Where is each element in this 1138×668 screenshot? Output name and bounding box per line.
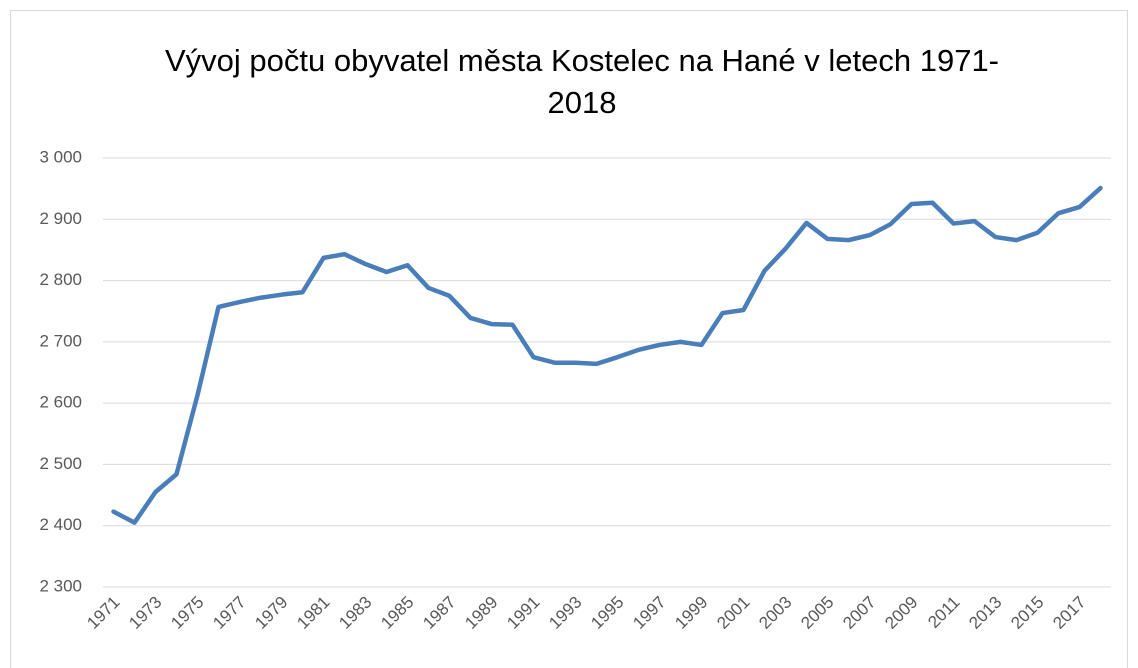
y-tick-label: 2 400 [39, 515, 82, 534]
y-tick-label: 3 000 [39, 147, 82, 166]
x-tick-label: 1997 [629, 593, 669, 633]
x-tick-label: 1999 [671, 593, 711, 633]
x-tick-label: 1987 [419, 593, 459, 633]
y-tick-label: 2 700 [39, 331, 82, 350]
data-line [111, 185, 1103, 525]
x-tick-label: 2009 [881, 593, 921, 633]
x-tick-label: 2013 [965, 593, 1005, 633]
y-tick-label: 2 600 [39, 393, 82, 412]
x-tick-label: 1985 [377, 593, 417, 633]
x-tick-label: 2015 [1007, 593, 1047, 633]
x-tick-label: 1989 [461, 593, 501, 633]
y-tick-label: 2 500 [39, 454, 82, 473]
y-tick-label: 2 900 [39, 209, 82, 228]
x-tick-label: 1979 [251, 593, 291, 633]
x-tick-label: 1981 [293, 593, 333, 633]
y-tick-label: 2 300 [39, 576, 82, 595]
x-tick-label: 1973 [125, 593, 165, 633]
y-tick-label: 2 800 [39, 270, 82, 289]
x-tick-label: 1983 [335, 593, 375, 633]
x-tick-label: 1991 [503, 593, 543, 633]
x-tick-label: 1993 [545, 593, 585, 633]
x-tick-label: 2005 [797, 593, 837, 633]
x-tick-label: 2001 [713, 593, 753, 633]
x-tick-label: 2017 [1049, 593, 1089, 633]
x-tick-label: 1977 [209, 593, 249, 633]
x-tick-label: 1971 [83, 593, 123, 633]
x-tick-label: 2007 [839, 593, 879, 633]
x-tick-label: 1975 [167, 593, 207, 633]
chart-border [10, 10, 1128, 668]
x-tick-label: 2003 [755, 593, 795, 633]
x-tick-label: 2011 [924, 593, 963, 632]
chart-title: Vývoj počtu obyvatel města Kostelec na H… [164, 43, 1000, 120]
x-tick-label: 1995 [587, 593, 627, 633]
